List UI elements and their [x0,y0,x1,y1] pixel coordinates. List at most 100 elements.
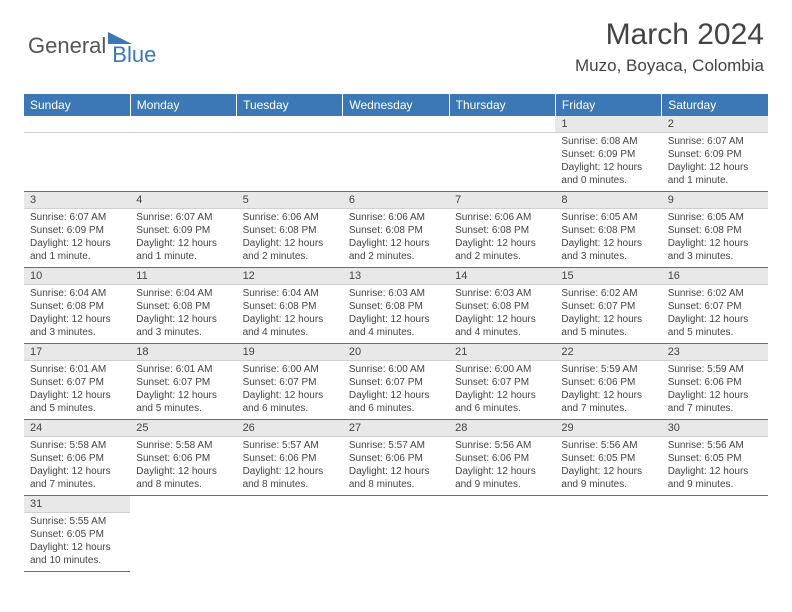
day-line: Sunset: 6:05 PM [668,452,762,465]
calendar-cell: 6Sunrise: 6:06 AMSunset: 6:08 PMDaylight… [343,192,449,268]
calendar-row: 10Sunrise: 6:04 AMSunset: 6:08 PMDayligh… [24,268,768,344]
calendar-cell: 31Sunrise: 5:55 AMSunset: 6:05 PMDayligh… [24,496,130,572]
day-line: Sunrise: 6:06 AM [243,211,337,224]
day-body: Sunrise: 5:56 AMSunset: 6:06 PMDaylight:… [449,437,555,495]
day-line: Sunset: 6:08 PM [561,224,655,237]
calendar-table: SundayMondayTuesdayWednesdayThursdayFrid… [24,94,768,572]
calendar-cell [24,116,130,192]
day-number: 29 [555,420,661,437]
day-body: Sunrise: 5:59 AMSunset: 6:06 PMDaylight:… [555,361,661,419]
calendar-cell: 25Sunrise: 5:58 AMSunset: 6:06 PMDayligh… [130,420,236,496]
day-body: Sunrise: 5:59 AMSunset: 6:06 PMDaylight:… [662,361,768,419]
day-number: 15 [555,268,661,285]
day-body: Sunrise: 6:03 AMSunset: 6:08 PMDaylight:… [449,285,555,343]
day-number: 9 [662,192,768,209]
day-line: and 3 minutes. [30,326,124,339]
logo-text-a: General [28,33,106,59]
day-line: Daylight: 12 hours [561,389,655,402]
day-line: Sunrise: 6:05 AM [561,211,655,224]
calendar-cell: 13Sunrise: 6:03 AMSunset: 6:08 PMDayligh… [343,268,449,344]
calendar-cell: 14Sunrise: 6:03 AMSunset: 6:08 PMDayligh… [449,268,555,344]
calendar-cell: 17Sunrise: 6:01 AMSunset: 6:07 PMDayligh… [24,344,130,420]
day-line: Daylight: 12 hours [243,313,337,326]
day-line: and 5 minutes. [136,402,230,415]
day-line: Sunrise: 5:57 AM [243,439,337,452]
day-body [449,133,555,139]
day-line: Sunset: 6:09 PM [136,224,230,237]
day-line: Sunset: 6:08 PM [243,224,337,237]
day-number: 3 [24,192,130,209]
day-line: Sunset: 6:07 PM [243,376,337,389]
calendar-row: 17Sunrise: 6:01 AMSunset: 6:07 PMDayligh… [24,344,768,420]
calendar-row: 24Sunrise: 5:58 AMSunset: 6:06 PMDayligh… [24,420,768,496]
day-line: Daylight: 12 hours [243,465,337,478]
weekday-header: Tuesday [237,94,343,116]
day-body: Sunrise: 5:58 AMSunset: 6:06 PMDaylight:… [24,437,130,495]
day-line: Sunset: 6:05 PM [30,528,124,541]
day-line: Daylight: 12 hours [561,465,655,478]
day-line: Sunrise: 6:07 AM [136,211,230,224]
day-line: and 7 minutes. [561,402,655,415]
day-number: 26 [237,420,343,437]
day-line: Daylight: 12 hours [668,465,762,478]
day-body: Sunrise: 6:04 AMSunset: 6:08 PMDaylight:… [237,285,343,343]
day-line: and 8 minutes. [349,478,443,491]
day-line: and 2 minutes. [243,250,337,263]
day-line: Daylight: 12 hours [243,389,337,402]
calendar-cell: 30Sunrise: 5:56 AMSunset: 6:05 PMDayligh… [662,420,768,496]
day-line: and 5 minutes. [668,326,762,339]
day-line: and 7 minutes. [668,402,762,415]
day-line: and 1 minute. [668,174,762,187]
day-line: Sunrise: 6:05 AM [668,211,762,224]
day-body: Sunrise: 6:01 AMSunset: 6:07 PMDaylight:… [130,361,236,419]
day-line: Sunset: 6:08 PM [455,300,549,313]
day-line: Sunrise: 6:00 AM [243,363,337,376]
day-body: Sunrise: 6:04 AMSunset: 6:08 PMDaylight:… [24,285,130,343]
day-number: 24 [24,420,130,437]
day-number: 20 [343,344,449,361]
day-line: Sunrise: 5:56 AM [668,439,762,452]
day-number: 31 [24,496,130,513]
day-body: Sunrise: 5:56 AMSunset: 6:05 PMDaylight:… [662,437,768,495]
day-line: Sunrise: 5:58 AM [136,439,230,452]
day-line: Daylight: 12 hours [30,465,124,478]
day-line: Sunset: 6:08 PM [349,224,443,237]
day-line: Sunset: 6:08 PM [668,224,762,237]
calendar-cell: 15Sunrise: 6:02 AMSunset: 6:07 PMDayligh… [555,268,661,344]
calendar-head: SundayMondayTuesdayWednesdayThursdayFrid… [24,94,768,116]
day-line: Sunset: 6:09 PM [668,148,762,161]
day-line: Sunset: 6:08 PM [349,300,443,313]
day-line: and 6 minutes. [455,402,549,415]
calendar-cell: 28Sunrise: 5:56 AMSunset: 6:06 PMDayligh… [449,420,555,496]
day-line: Sunrise: 6:02 AM [561,287,655,300]
calendar-cell [449,496,555,572]
calendar-cell: 27Sunrise: 5:57 AMSunset: 6:06 PMDayligh… [343,420,449,496]
calendar-row: 31Sunrise: 5:55 AMSunset: 6:05 PMDayligh… [24,496,768,572]
day-line: Sunrise: 6:00 AM [455,363,549,376]
day-number: 8 [555,192,661,209]
day-body: Sunrise: 5:55 AMSunset: 6:05 PMDaylight:… [24,513,130,571]
calendar-cell: 1Sunrise: 6:08 AMSunset: 6:09 PMDaylight… [555,116,661,192]
day-line: and 8 minutes. [243,478,337,491]
day-body [24,133,130,139]
logo-text-b: Blue [112,42,156,68]
day-line: and 9 minutes. [668,478,762,491]
calendar-cell: 9Sunrise: 6:05 AMSunset: 6:08 PMDaylight… [662,192,768,268]
day-line: Sunset: 6:05 PM [561,452,655,465]
day-number: 12 [237,268,343,285]
day-line: Daylight: 12 hours [136,237,230,250]
day-line: and 3 minutes. [668,250,762,263]
day-line: Daylight: 12 hours [668,389,762,402]
day-body: Sunrise: 6:00 AMSunset: 6:07 PMDaylight:… [237,361,343,419]
day-body: Sunrise: 6:07 AMSunset: 6:09 PMDaylight:… [130,209,236,267]
day-number: 13 [343,268,449,285]
day-line: Sunrise: 6:00 AM [349,363,443,376]
day-body: Sunrise: 6:07 AMSunset: 6:09 PMDaylight:… [24,209,130,267]
day-line: and 4 minutes. [243,326,337,339]
calendar-row: 3Sunrise: 6:07 AMSunset: 6:09 PMDaylight… [24,192,768,268]
calendar-cell: 22Sunrise: 5:59 AMSunset: 6:06 PMDayligh… [555,344,661,420]
calendar-cell: 11Sunrise: 6:04 AMSunset: 6:08 PMDayligh… [130,268,236,344]
day-line: Sunset: 6:07 PM [455,376,549,389]
day-line: and 0 minutes. [561,174,655,187]
day-line: and 1 minute. [30,250,124,263]
